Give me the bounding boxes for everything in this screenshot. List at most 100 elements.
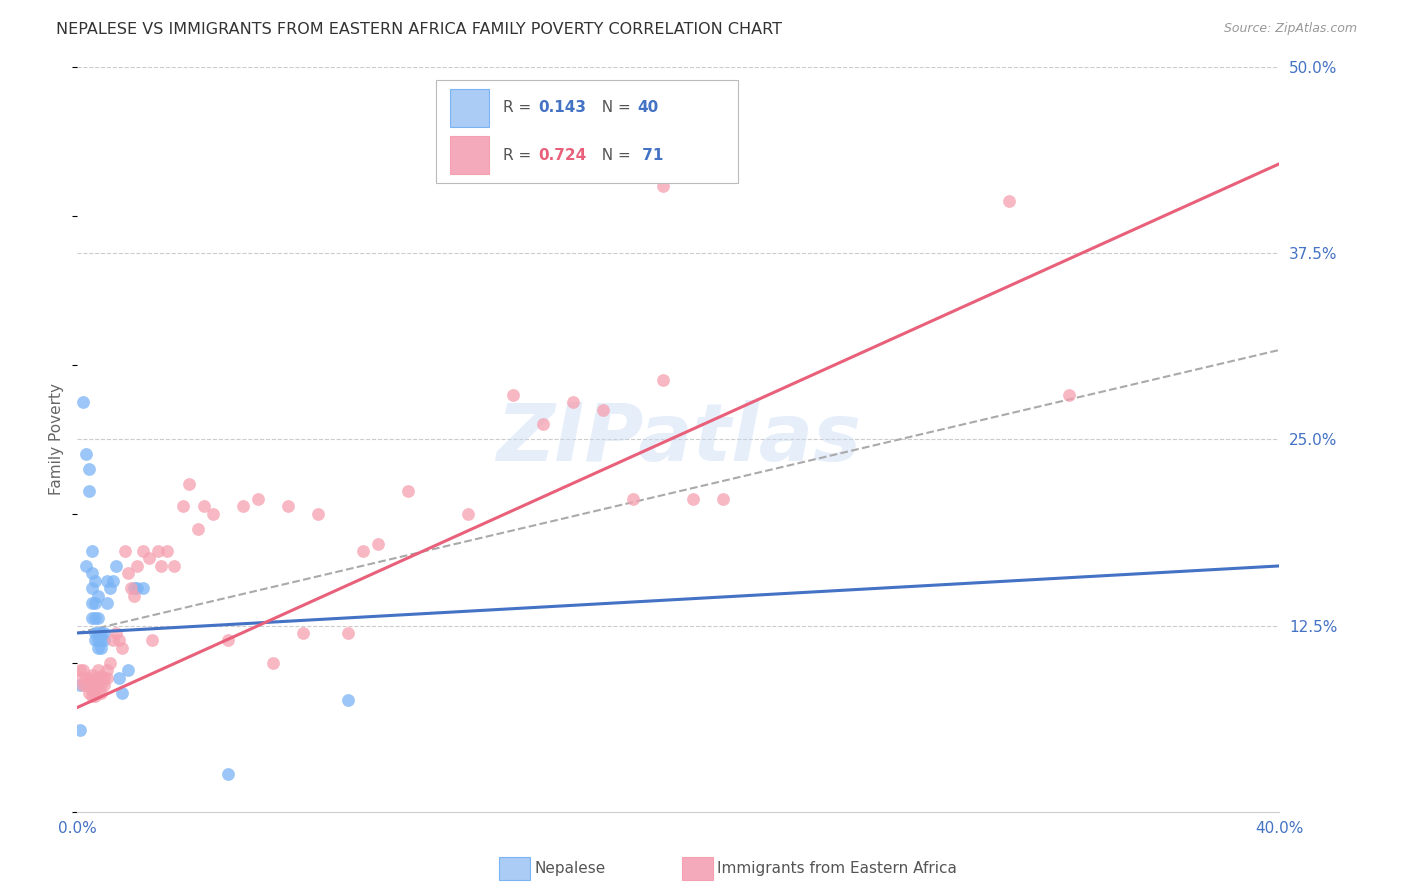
Point (103, 633, 125, 648)
Point (84, 626, 107, 640)
Point (277, 500, 299, 514)
Point (100, 582, 122, 596)
Point (336, 626, 359, 640)
Point (93, 633, 115, 648)
Point (87, 685, 110, 699)
Point (150, 558, 173, 573)
Point (90, 626, 112, 640)
Point (87, 589, 110, 603)
Text: 40: 40 (637, 101, 658, 115)
Point (105, 558, 128, 573)
Point (141, 633, 163, 648)
Point (87, 663, 110, 677)
Point (396, 484, 419, 499)
Point (531, 417, 554, 432)
Point (90, 633, 112, 648)
Point (72, 663, 94, 677)
Point (652, 373, 675, 387)
Point (108, 671, 131, 685)
Text: Immigrants from Eastern Africa: Immigrants from Eastern Africa (717, 862, 957, 876)
Point (117, 566, 139, 581)
Point (1057, 387, 1080, 401)
Point (217, 633, 239, 648)
Point (172, 500, 194, 514)
Point (79, 462, 101, 476)
Text: Source: ZipAtlas.com: Source: ZipAtlas.com (1223, 22, 1357, 36)
Point (201, 507, 224, 521)
Point (187, 522, 209, 536)
Point (592, 402, 614, 417)
Point (84, 574, 107, 588)
Point (87, 626, 110, 640)
Point (84, 633, 107, 648)
Point (69, 663, 91, 677)
Point (177, 477, 200, 491)
Point (93, 678, 115, 692)
Point (502, 387, 524, 401)
Text: R =: R = (503, 148, 537, 162)
Point (105, 626, 128, 640)
Text: ZIPatlas: ZIPatlas (496, 401, 860, 478)
Point (79, 484, 101, 499)
Point (103, 574, 125, 588)
Point (69, 671, 91, 685)
Point (124, 589, 146, 603)
Point (132, 544, 155, 558)
Point (87, 671, 110, 685)
Point (713, 491, 735, 506)
Point (69, 678, 91, 692)
Text: Nepalese: Nepalese (534, 862, 606, 876)
Point (457, 507, 479, 521)
Point (114, 544, 136, 558)
Point (111, 640, 134, 655)
Text: 0.724: 0.724 (538, 148, 586, 162)
Point (193, 500, 215, 514)
Point (124, 582, 146, 596)
Point (82, 611, 104, 625)
Point (87, 633, 110, 648)
Text: N =: N = (592, 148, 636, 162)
Point (96, 663, 118, 677)
Point (156, 544, 179, 558)
Point (87, 611, 110, 625)
Point (90, 669, 112, 683)
Point (87, 678, 110, 692)
Point (82, 544, 104, 558)
Text: R =: R = (503, 101, 537, 115)
Point (138, 551, 160, 566)
Point (82, 596, 104, 610)
Point (82, 675, 104, 690)
Point (82, 667, 104, 681)
Point (84, 611, 107, 625)
Point (217, 767, 239, 781)
Point (96, 596, 118, 610)
Point (127, 582, 149, 596)
Point (562, 395, 585, 409)
Point (84, 681, 107, 695)
Text: N =: N = (592, 101, 636, 115)
Point (69, 723, 91, 737)
Point (75, 671, 97, 685)
Point (307, 507, 329, 521)
Point (998, 194, 1021, 208)
Point (93, 626, 115, 640)
Point (82, 689, 104, 703)
Point (246, 491, 269, 506)
Point (621, 491, 644, 506)
Point (82, 582, 104, 596)
Point (96, 671, 118, 685)
Point (90, 676, 112, 690)
Point (75, 558, 97, 573)
Text: NEPALESE VS IMMIGRANTS FROM EASTERN AFRICA FAMILY POVERTY CORRELATION CHART: NEPALESE VS IMMIGRANTS FROM EASTERN AFRI… (56, 22, 782, 37)
Point (72, 678, 94, 692)
Point (75, 447, 97, 461)
Point (367, 536, 389, 550)
Point (79, 671, 101, 685)
Point (162, 558, 184, 573)
Point (82, 566, 104, 581)
Point (84, 596, 107, 610)
Point (291, 626, 314, 640)
Point (84, 673, 107, 688)
Point (132, 582, 155, 596)
Point (232, 500, 254, 514)
